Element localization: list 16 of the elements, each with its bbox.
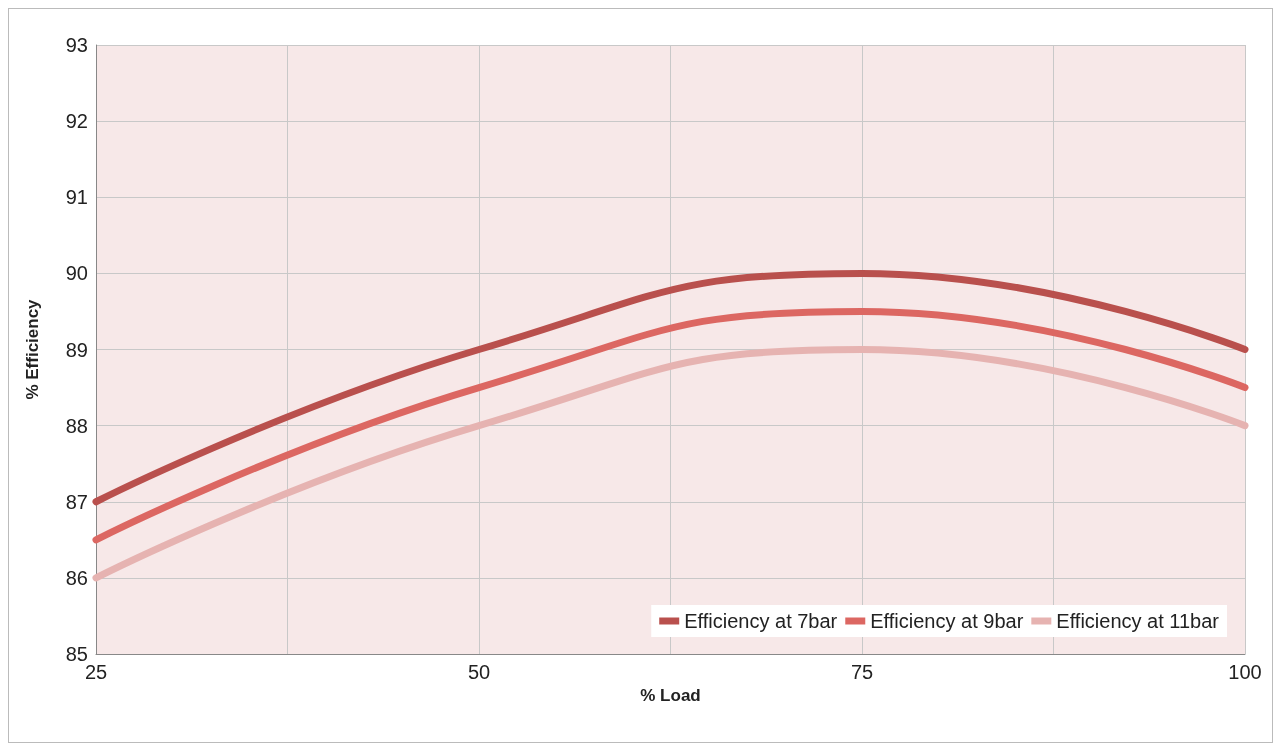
y-tick-label: 89 [65,338,88,361]
y-tick-label: 87 [65,490,88,513]
y-tick-label: 86 [65,566,88,589]
legend-label: Efficiency at 11bar [1056,610,1220,632]
x-tick-label: 100 [1228,661,1262,683]
y-tick-label: 90 [65,262,88,285]
legend-label: Efficiency at 9bar [870,610,1024,632]
y-tick-label: 92 [65,110,88,133]
x-tick-label: 50 [467,661,491,683]
x-tick-label: 75 [850,661,874,683]
y-axis-title: % Efficiency [23,298,42,400]
x-axis-title: % Load [640,685,701,705]
y-tick-label: 88 [65,414,88,437]
y-tick-label: 91 [65,186,88,209]
legend-label: Efficiency at 7bar [684,610,838,632]
y-tick-label: 93 [65,34,88,56]
